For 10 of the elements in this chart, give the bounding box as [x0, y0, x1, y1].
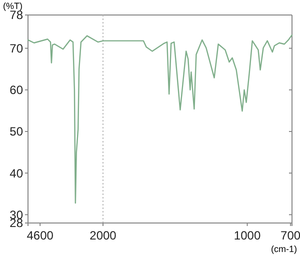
y-tick-label: 60: [10, 83, 24, 98]
y-tick-label: 40: [10, 166, 24, 180]
x-tick-label: 1000: [234, 228, 261, 243]
x-tick-label: 2000: [90, 228, 117, 243]
x-axis-title: (cm-1): [271, 244, 297, 254]
x-tick-label: 4600: [26, 228, 54, 243]
x-tick-label: 700: [280, 228, 300, 243]
y-tick-label: 50: [10, 124, 24, 139]
y-tick-label: 70: [10, 41, 24, 56]
y-axis-title: (%T): [3, 1, 22, 11]
